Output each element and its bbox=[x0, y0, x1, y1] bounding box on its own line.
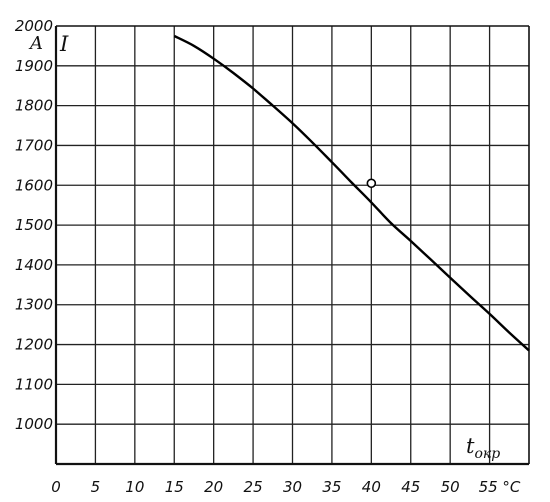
x-tick-label: 5 bbox=[91, 478, 101, 496]
axes bbox=[54, 25, 530, 466]
y-axis-unit: A bbox=[28, 33, 43, 54]
y-axis-label: I bbox=[59, 32, 69, 56]
x-tick-label: 30 bbox=[283, 478, 302, 496]
y-tick-label: 1100 bbox=[15, 375, 53, 393]
tick-labels: 1000 1100 1200 1300 1400 1500 1600 1700 1800 1900… bbox=[15, 17, 521, 496]
y-tick-label: 1700 bbox=[15, 136, 53, 154]
x-tick-label: 55 °C bbox=[479, 478, 521, 496]
y-tick-label: 1600 bbox=[15, 176, 53, 194]
x-tick-label: 25 bbox=[244, 478, 263, 496]
x-tick-label: 10 bbox=[125, 478, 144, 496]
x-axis-label-sub: окр bbox=[474, 446, 500, 462]
x-tick-label: 50 bbox=[441, 478, 460, 496]
curve bbox=[173, 34, 530, 352]
x-tick-label: 35 bbox=[322, 478, 341, 496]
y-tick-label: 1900 bbox=[15, 57, 53, 75]
x-tick-label: 20 bbox=[204, 478, 223, 496]
y-tick-label: 1500 bbox=[15, 216, 53, 234]
grid bbox=[56, 26, 529, 464]
series-line bbox=[173, 34, 530, 352]
y-tick-label: 2000 bbox=[15, 17, 53, 35]
x-tick-label: 15 bbox=[165, 478, 184, 496]
y-tick-label: 1800 bbox=[15, 97, 53, 115]
x-tick-label: 45 bbox=[401, 478, 420, 496]
y-tick-label: 1200 bbox=[15, 336, 53, 354]
x-axis-label: tокр bbox=[466, 434, 500, 462]
rated-point-marker bbox=[366, 178, 377, 189]
y-tick-label: 1300 bbox=[15, 296, 53, 314]
x-tick-label: 0 bbox=[51, 478, 61, 496]
x-axis-label-main: t bbox=[466, 434, 475, 458]
y-tick-label: 1400 bbox=[15, 256, 53, 274]
x-tick-label: 40 bbox=[362, 478, 381, 496]
y-tick-label: 1000 bbox=[15, 415, 53, 433]
